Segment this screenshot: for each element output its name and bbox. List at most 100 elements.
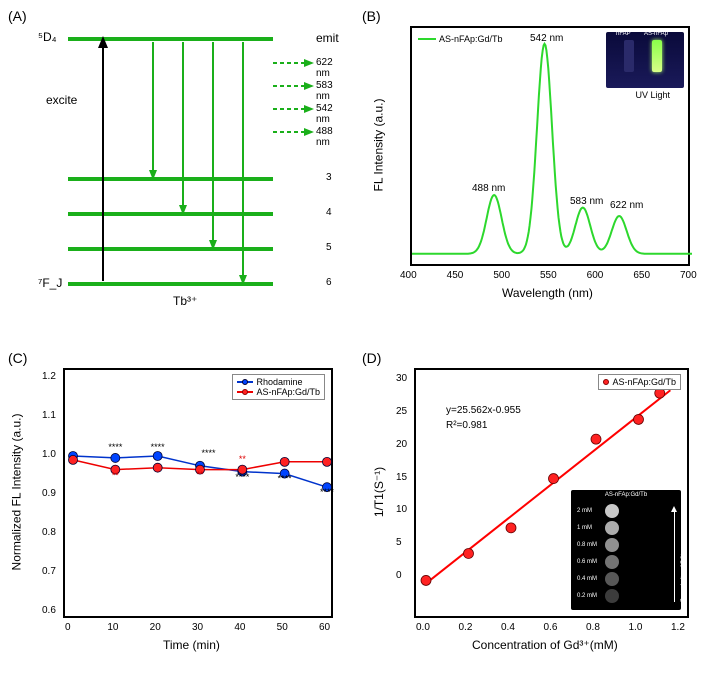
panel-c-ylabel: Normalized FL Intensity (a.u.) [9,414,23,571]
panel-b-xlabel: Wavelength (nm) [502,286,593,300]
d-xtick: 0.8 [586,622,600,633]
d-ytick: 10 [396,504,407,515]
em-488: 488 nm [316,126,348,148]
c-xtick: 60 [319,622,330,633]
c-ytick: 0.6 [42,605,56,616]
svg-text:****: **** [151,442,166,452]
panel-b: (B) 488 nm 542 nm 583 nm 622 nm AS-nFAp:… [362,8,702,308]
d-xtick: 0.6 [544,622,558,633]
c-ytick: 0.9 [42,488,56,499]
panel-d-label: (D) [362,350,381,366]
j6: 6 [326,277,332,288]
c-xtick: 10 [107,622,118,633]
legend-text: AS-nFAp:Gd/Tb [439,34,503,44]
b-xtick: 400 [400,270,417,281]
state-5d4: ⁵D₄ [38,30,57,44]
leg-d: AS-nFAp:Gd/Tb [612,377,676,387]
d-ytick: 5 [396,537,402,548]
d-ytick: 25 [396,406,407,417]
svg-text:****: **** [201,448,216,458]
panel-b-ylabel: FL Intensity (a.u.) [371,99,385,192]
panel-b-plot: 488 nm 542 nm 583 nm 622 nm AS-nFAp:Gd/T… [410,26,690,266]
panel-c-svg: ****************************** [65,370,335,620]
svg-text:****: **** [320,487,335,497]
b-xtick: 450 [447,270,464,281]
svg-text:**: ** [239,454,247,464]
em-542: 542 nm [316,103,348,125]
d-ytick: 30 [396,373,407,384]
c-ytick: 1.1 [42,410,56,421]
d-r2: R²=0.981 [446,420,487,431]
panel-c-label: (C) [8,350,27,366]
svg-text:****: **** [108,442,123,452]
d-ytick: 20 [396,439,407,450]
mri-side: Concentration of Gd³⁺ [680,553,686,602]
d-ytick: 15 [396,472,407,483]
panel-b-legend: AS-nFAp:Gd/Tb [418,34,503,44]
peak-542: 542 nm [530,33,563,44]
j5: 5 [326,242,332,253]
j3: 3 [326,172,332,183]
panel-c-xlabel: Time (min) [163,638,220,652]
state-7fj: ⁷F_J [38,276,62,290]
mri-row: 0.6 mM [577,555,619,569]
mri-row: 0.4 mM [577,572,619,586]
d-xtick: 0.0 [416,622,430,633]
c-ytick: 0.7 [42,566,56,577]
emit-label: emit [316,31,339,45]
d-xtick: 1.2 [671,622,685,633]
c-ytick: 1.0 [42,449,56,460]
mri-row: 0.8 mM [577,538,619,552]
panel-d-ylabel: 1/T1(S⁻¹) [372,467,386,517]
svg-text:****: **** [235,472,250,482]
svg-text:**: ** [196,469,204,479]
panel-c: (C) ****************************** Rhoda… [8,350,348,660]
panel-d-plot: y=25.562x-0.955 R²=0.981 AS-nFAp:Gd/Tb A… [414,368,689,618]
d-xtick: 0.2 [459,622,473,633]
c-ytick: 1.2 [42,371,56,382]
svg-text:**: ** [112,471,120,481]
d-eq: y=25.562x-0.955 [446,405,521,416]
uv-inset: nFAP AS-nFAp [606,32,684,88]
panel-d-legend: AS-nFAp:Gd/Tb [598,374,681,390]
mri-row: 0.2 mM [577,589,619,603]
mri-inset: AS-nFAp:Gd/Tb 2 mM 1 mM 0.8 mM 0.6 mM 0.4 mM… [571,490,681,610]
peak-622: 622 nm [610,200,643,211]
panel-c-legend: Rhodamine AS-nFAp:Gd/Tb [232,374,325,400]
svg-text:****: **** [278,473,293,483]
mri-title: AS-nFAp:Gd/Tb [571,492,681,498]
c-xtick: 0 [65,622,71,633]
panel-b-label: (B) [362,8,381,24]
uv-caption: UV Light [635,90,670,100]
b-xtick: 600 [587,270,604,281]
peak-488: 488 nm [472,183,505,194]
d-ytick: 0 [396,570,402,581]
inset-l1: nFAP [616,31,631,37]
c-xtick: 40 [234,622,245,633]
panel-a: (A) ⁵D₄ ⁷F_J excite emit 622 nm 583 nm 5… [8,8,348,308]
leg-as: AS-nFAp:Gd/Tb [256,387,320,397]
b-xtick: 550 [540,270,557,281]
inset-l2: AS-nFAp [644,31,668,37]
panel-d-xlabel: Concentration of Gd³⁺(mM) [472,638,618,652]
c-xtick: 20 [150,622,161,633]
mri-row: 1 mM [577,521,619,535]
panel-c-plot: ****************************** Rhodamine… [63,368,333,618]
c-xtick: 50 [277,622,288,633]
peak-583: 583 nm [570,196,603,207]
b-xtick: 700 [680,270,697,281]
c-xtick: 30 [192,622,203,633]
b-xtick: 500 [493,270,510,281]
mri-row: 2 mM [577,504,619,518]
leg-rhod: Rhodamine [256,377,302,387]
c-ytick: 0.8 [42,527,56,538]
d-xtick: 0.4 [501,622,515,633]
em-622: 622 nm [316,57,348,79]
j4: 4 [326,207,332,218]
energy-diagram [8,8,348,308]
panel-d: (D) y=25.562x-0.955 R²=0.981 AS-nFAp:Gd/… [362,350,702,660]
d-xtick: 1.0 [629,622,643,633]
species-label: Tb³⁺ [173,294,197,308]
excite-label: excite [46,93,77,107]
b-xtick: 650 [633,270,650,281]
